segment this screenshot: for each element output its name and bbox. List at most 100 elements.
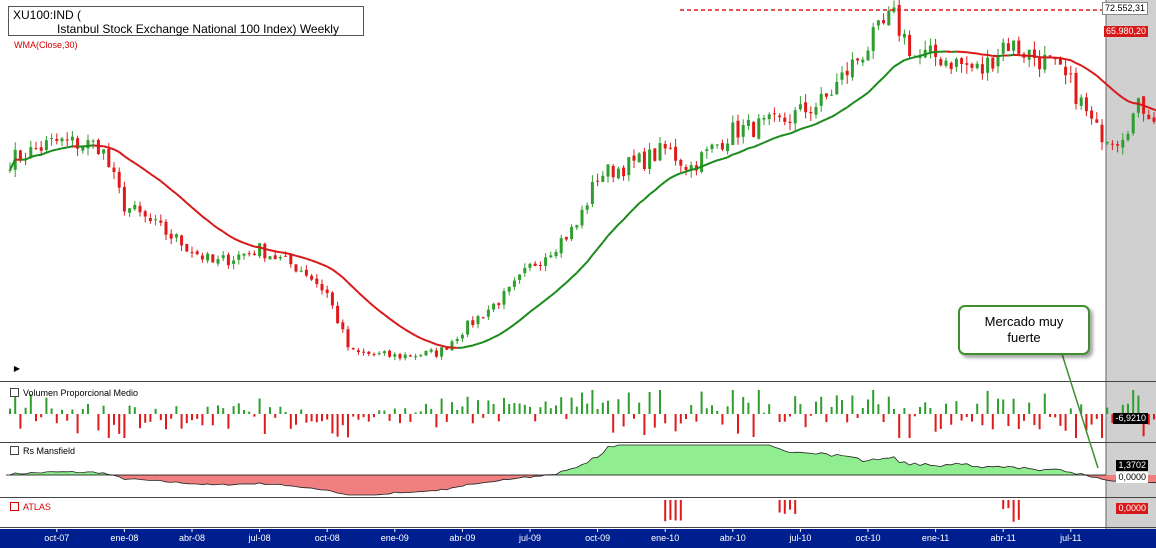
candle-body [325,289,329,293]
wma-segment [290,253,297,257]
wma-segment [186,202,193,209]
candle-body [627,157,631,176]
wma-segment [836,109,843,115]
wma-segment [259,246,266,250]
candle-body [169,233,173,239]
wma-segment [779,133,786,138]
volume-bar [300,409,303,414]
candle-body [575,225,579,228]
wma-segment [1122,96,1129,102]
volume-bar [778,414,781,423]
volume-bar [581,392,583,414]
wma-segment [269,249,276,253]
volume-bar [170,414,173,419]
candle-body [299,270,303,272]
candle-body [81,146,85,151]
volume-bar [617,399,620,414]
wma-segment [784,132,791,136]
volume-bar [133,407,136,414]
wma-segment [217,227,224,233]
time-axis-label: abr-11 [991,533,1016,543]
volume-bar [201,414,204,426]
wma-segment [441,344,448,349]
candle-body [944,60,948,66]
chart-title-name: Istanbul Stock Exchange National 100 Ind… [57,22,339,36]
scroll-right-icon[interactable]: ▶ [11,363,23,375]
candle-body [746,119,750,126]
candle-body [523,267,527,274]
candle-body [840,72,844,80]
candle-body [876,20,880,26]
wma-segment [758,141,765,146]
candle-body [200,255,204,260]
volume-bar [118,414,121,434]
volume-bar [955,401,958,414]
wma-segment [617,218,625,226]
volume-bar [154,408,157,414]
volume-bar [934,414,937,432]
candle-body [211,254,215,263]
mansfield-pane-label: Rs Mansfield [10,446,75,456]
candle-body [263,243,267,259]
volume-bar [565,414,568,420]
volume-bar [87,403,89,414]
volume-bar [887,396,890,414]
volume-bar [757,390,760,414]
volume-bar [326,414,329,420]
volume-bar [539,407,542,414]
volume-bar [461,406,464,414]
volume-bar [924,402,927,414]
volume-bar [1043,393,1046,414]
wma-segment [930,50,936,54]
volume-bar [331,414,334,434]
candle-body [107,149,111,167]
volume-bar [893,408,895,414]
volume-bar [898,414,901,438]
candle-body [403,354,407,359]
volume-bar [341,414,344,426]
wma-segment [61,146,68,150]
candle-body [762,117,766,120]
candle-body [398,354,402,359]
candle-body [460,334,464,339]
wma-segment [524,311,531,317]
volume-bar [284,411,287,414]
volume-bar [981,414,984,426]
volume-bar [1033,414,1036,426]
wma-segment [763,139,770,144]
candle-body [632,155,636,161]
volume-bar [24,407,27,414]
candle-body [315,278,319,285]
wma-segment [51,148,58,152]
wma-segment [113,148,120,153]
candle-body [705,149,709,151]
wma-segment [612,223,620,231]
atlas-bar [789,500,791,510]
volume-bar [315,414,318,423]
volume-bar [477,400,479,414]
volume-bar [591,390,594,414]
right-scale-gutter [1106,0,1156,529]
candle-body [887,10,891,26]
pane-collapse-icon[interactable] [10,502,19,512]
wma-segment [25,156,32,161]
pane-collapse-icon[interactable] [10,446,19,456]
volume-bar [399,414,401,424]
volume-bar [165,414,167,430]
volume-bar [159,414,162,421]
volume-bar [414,412,417,414]
volume-bar [700,391,703,414]
candle-body [533,263,537,267]
candle-body [1012,40,1016,51]
candle-body [544,257,548,266]
wma-segment [877,76,885,83]
pane-collapse-icon[interactable] [10,388,19,398]
candle-body [975,63,979,69]
atlas-bar [783,500,786,514]
volume-bar [721,414,724,425]
wma-segment [1034,55,1040,59]
wma-segment [602,235,609,244]
volume-bar [263,414,266,434]
wma-segment [425,339,432,344]
volume-bar [81,409,84,414]
